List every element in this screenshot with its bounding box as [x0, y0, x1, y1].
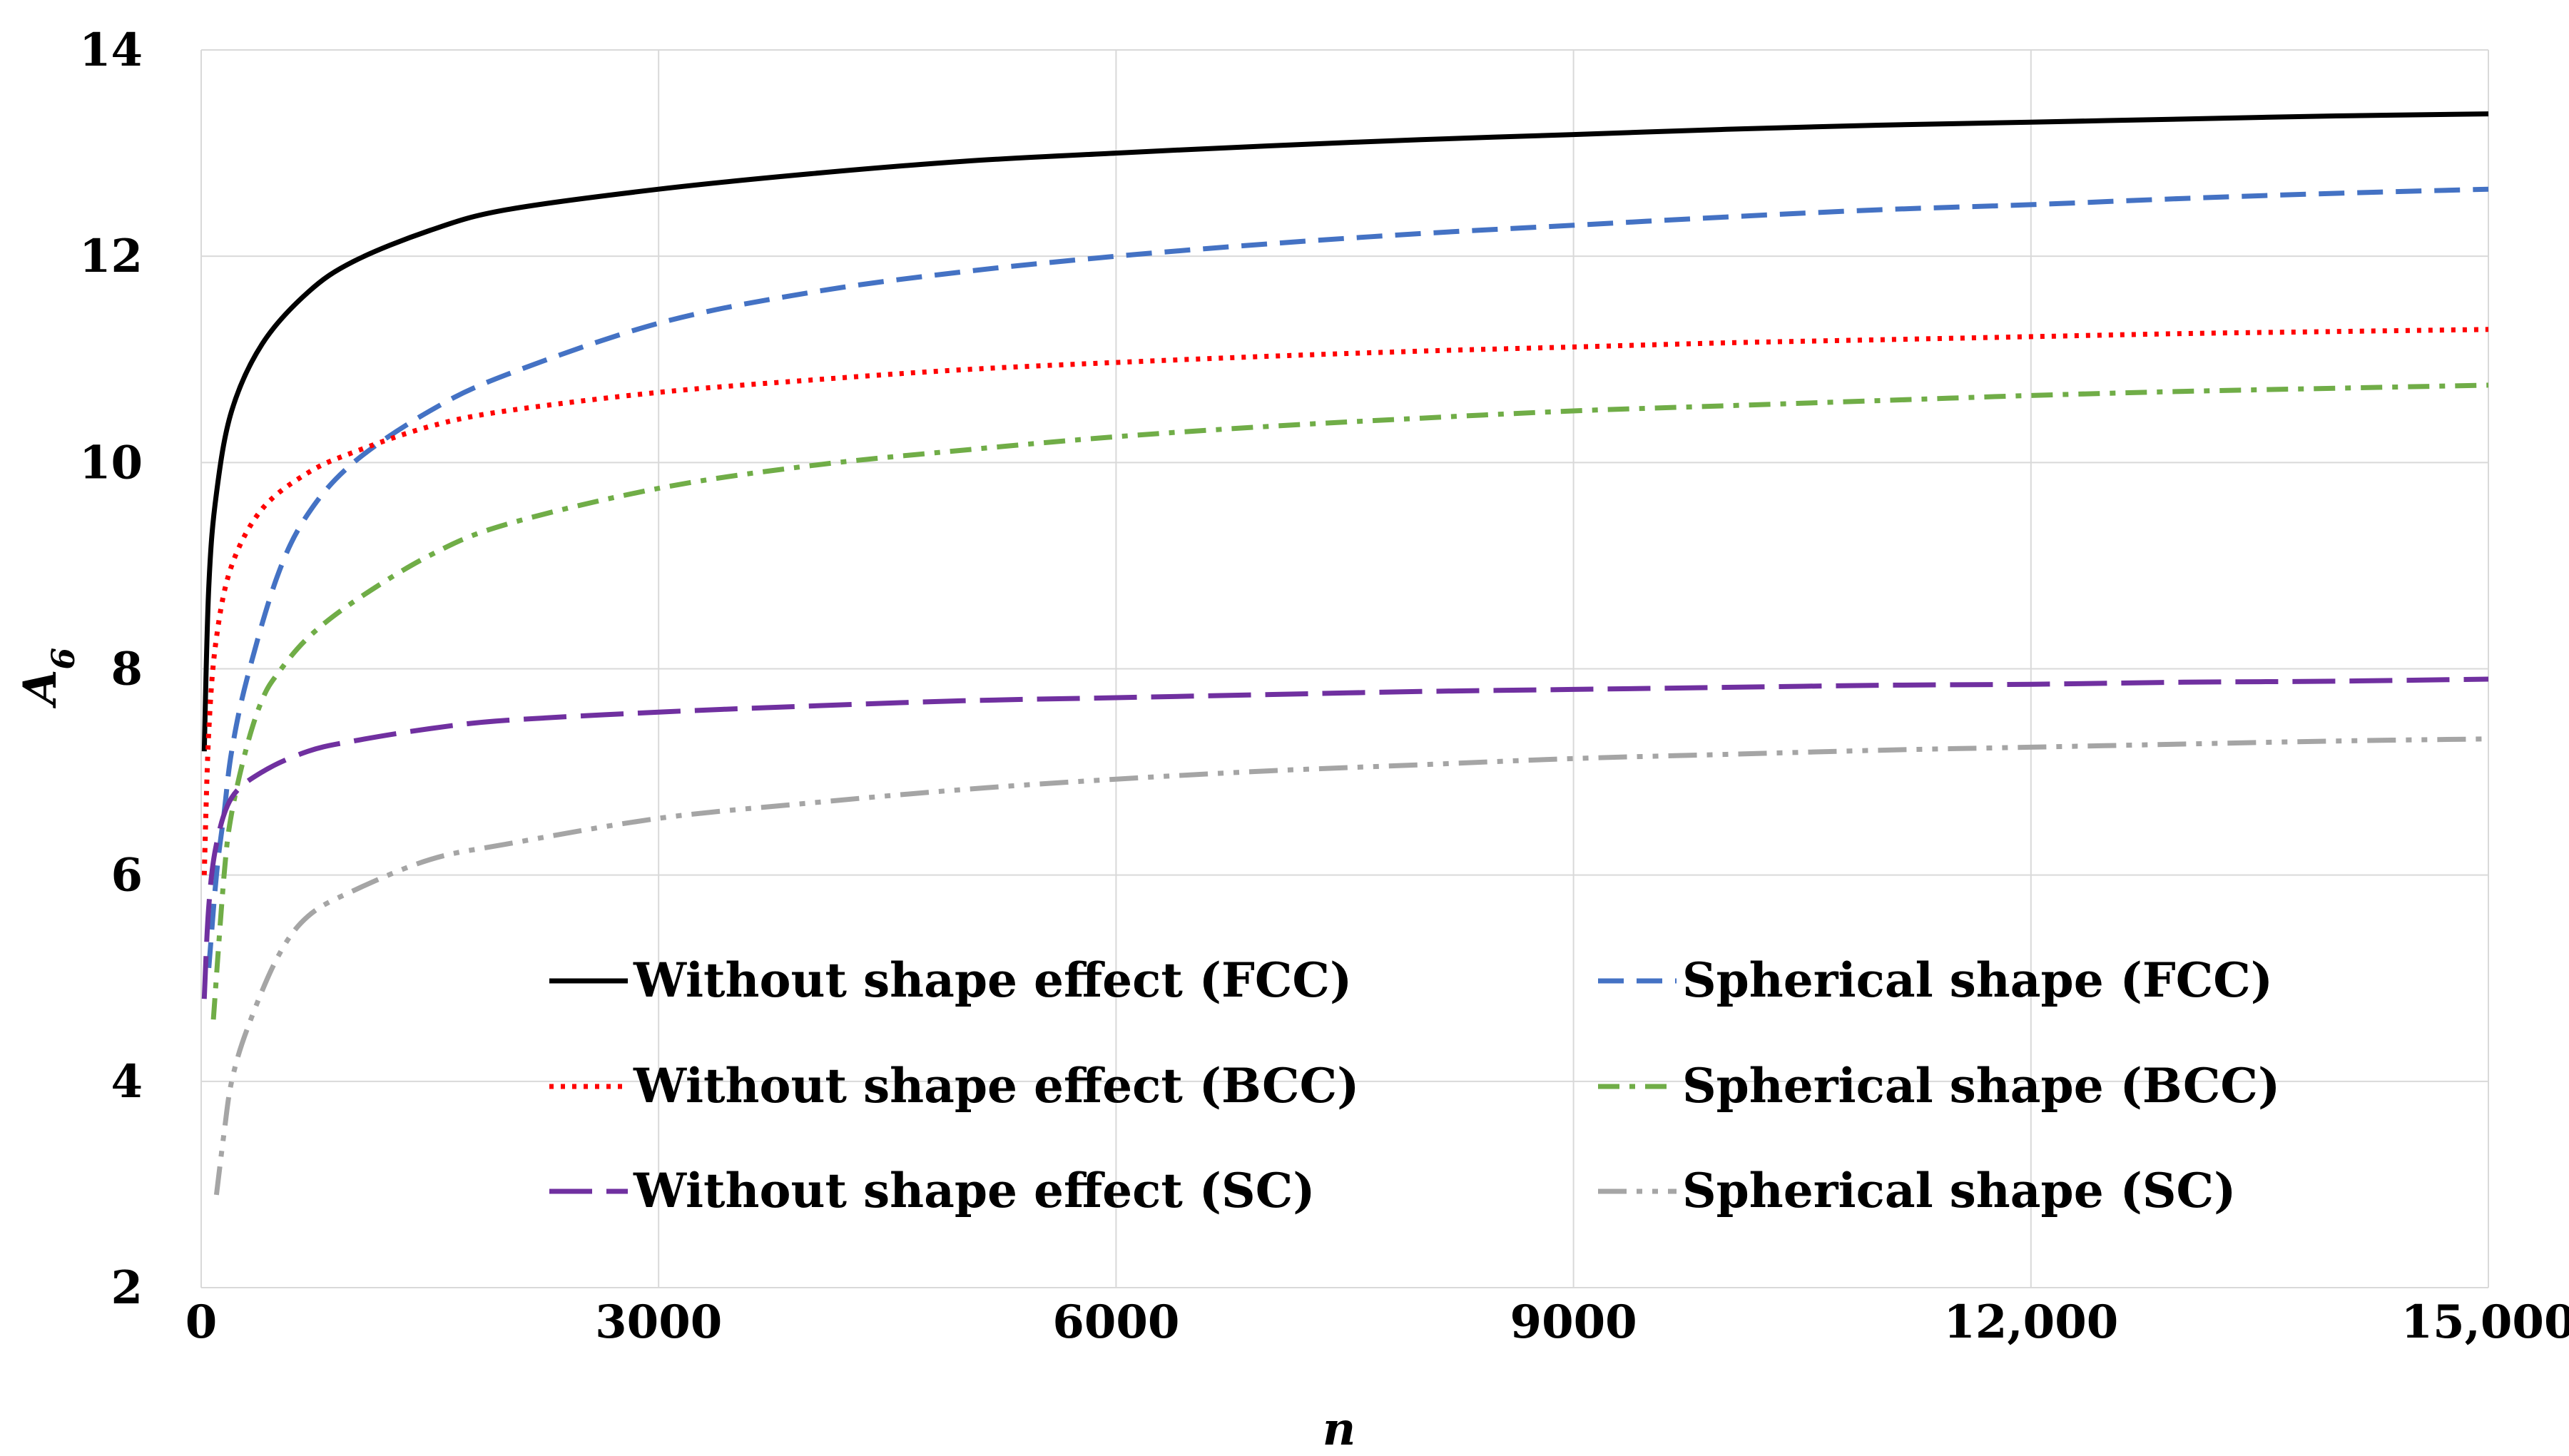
- series-line-6: [213, 736, 2489, 1196]
- y-tick-label: 4: [111, 1055, 143, 1109]
- series-line-1: [201, 111, 2489, 752]
- x-tick-label: 6000: [1052, 1295, 1179, 1349]
- grid-lines: [200, 49, 2489, 1288]
- y-tick-label: 6: [111, 849, 143, 902]
- legend-label-4: Spherical shape (BCC): [1682, 1058, 2280, 1114]
- x-tick-label: 9000: [1510, 1295, 1637, 1349]
- series-line-3: [201, 327, 2489, 875]
- x-tick-label: 15,000: [2401, 1295, 2569, 1349]
- legend: Without shape effect (FCC) Spherical shap…: [549, 952, 2280, 1218]
- legend-label-2: Spherical shape (FCC): [1682, 952, 2273, 1008]
- series-lines: [201, 111, 2489, 1196]
- y-axis-title: A6: [14, 648, 82, 708]
- legend-label-6: Spherical shape (SC): [1682, 1163, 2236, 1218]
- legend-label-1: Without shape effect (FCC): [633, 952, 1352, 1008]
- y-tick-label: 14: [79, 24, 143, 77]
- series-line-5: [201, 676, 2489, 999]
- legend-label-5: Without shape effect (SC): [633, 1163, 1315, 1218]
- x-tick-label: 12,000: [1943, 1295, 2118, 1349]
- y-tick-label: 2: [111, 1261, 143, 1315]
- y-tick-label: 12: [79, 230, 143, 283]
- y-axis-title-main: A: [14, 669, 67, 708]
- y-tick-label: 8: [111, 643, 143, 696]
- x-tick-label: 3000: [595, 1295, 722, 1349]
- legend-label-3: Without shape effect (BCC): [633, 1058, 1359, 1114]
- x-axis-ticks: 0 3000 6000 9000 12,000 15,000: [185, 1295, 2569, 1349]
- series-line-4: [210, 382, 2489, 1020]
- y-axis-title-subscript: 6: [46, 648, 82, 670]
- x-tick-label: 0: [185, 1295, 218, 1349]
- y-tick-label: 10: [79, 436, 143, 489]
- y-axis-ticks: 2 4 6 8 10 12 14: [79, 24, 143, 1315]
- series-line-2: [206, 186, 2489, 969]
- x-axis-title: n: [1323, 1402, 1356, 1456]
